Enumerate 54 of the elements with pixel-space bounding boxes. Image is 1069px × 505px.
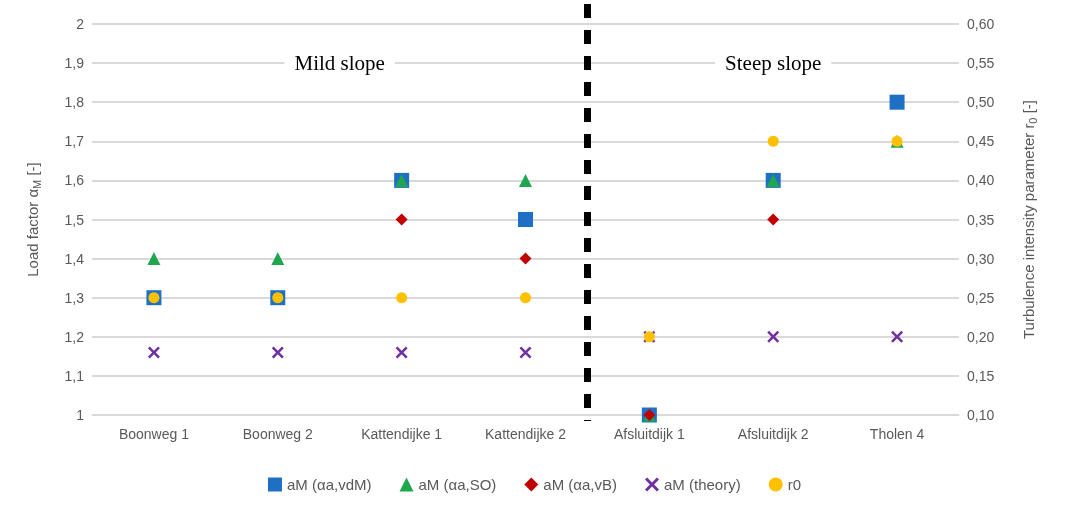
x-tick-label: Boonweg 1 [118,426,190,442]
y-tick-label: 1,5 [64,211,85,228]
y-tick-label: 1,1 [64,367,85,384]
point [767,135,779,147]
point [147,346,160,359]
y-tick-label: 1,4 [64,250,85,267]
point [889,94,905,110]
point [891,330,904,343]
point [519,252,532,265]
x-tick-label: Afsluitdijk 2 [737,426,809,442]
legend-label: aM (αa,vdM) [286,476,372,493]
y2-tick-label: 0,45 [967,133,995,150]
x-tick-label: Boonweg 2 [242,426,314,442]
point [520,292,531,304]
y2-tick-label: 0,40 [967,172,995,189]
point [271,252,285,266]
legend-label: aM (theory) [664,476,741,493]
annotation: Mild slope [294,51,385,76]
legend-label: aM (αa,SO) [418,476,497,493]
y-tick-label: 1,6 [64,172,85,189]
point [147,252,161,266]
y2-tick-label: 0,15 [967,367,995,384]
point [396,292,408,304]
point [519,173,532,187]
y-tick-label: 1,8 [64,94,85,111]
y2-tick-label: 0,50 [967,94,995,111]
x-tick-label: Tholen 4 [869,426,925,442]
y2-tick-label: 0,30 [967,250,995,267]
y-tick-label: 1,3 [64,289,85,306]
y2-tick-label: 0,25 [967,289,995,306]
y2-tick-label: 0,10 [967,407,995,423]
point [518,212,533,227]
y-tick-label: 1 [76,407,85,423]
point [395,213,408,226]
x-tick-label: Afsluitdijk 1 [613,426,685,442]
y-axis-title: Load factor αM [-] [24,162,43,277]
y2-tick-label: 0,20 [967,328,995,345]
x-tick-label: Kattendijke 1 [361,426,443,442]
y-tick-label: 1,9 [64,55,85,72]
legend-label: r0 [787,476,802,493]
legend-label: aM (αa,vB) [543,476,618,493]
point [767,330,780,343]
point [271,346,284,359]
y-tick-label: 1,7 [64,133,85,150]
y2-tick-label: 0,55 [967,55,995,72]
point [767,213,780,226]
y-tick-label: 2 [76,16,85,32]
y2-axis-title: Turbulence intensity parameter r0 [-] [1020,100,1039,339]
x-tick-label: Kattendijke 2 [485,426,567,442]
y2-tick-label: 0,35 [967,211,995,228]
y2-tick-label: 0,60 [967,16,995,32]
y-tick-label: 1,2 [64,328,85,345]
point [395,346,408,359]
annotation: Steep slope [725,51,822,76]
